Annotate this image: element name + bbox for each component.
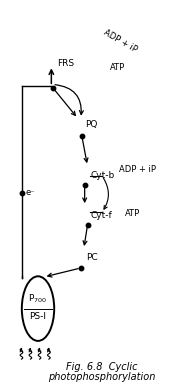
- Text: FRS: FRS: [57, 59, 74, 68]
- FancyArrowPatch shape: [55, 85, 83, 115]
- Text: Cyt-f: Cyt-f: [90, 211, 112, 220]
- FancyArrowPatch shape: [103, 178, 108, 209]
- Text: P$_{700}$: P$_{700}$: [28, 293, 48, 305]
- Text: e⁻: e⁻: [25, 188, 35, 197]
- Text: ADP + iP: ADP + iP: [102, 28, 138, 54]
- Text: ATP: ATP: [110, 63, 126, 72]
- Text: PS-I: PS-I: [30, 312, 46, 322]
- Text: ADP + iP: ADP + iP: [119, 166, 156, 174]
- Text: PC: PC: [87, 253, 98, 262]
- Text: Fig. 6.8  Cyclic: Fig. 6.8 Cyclic: [66, 362, 138, 372]
- Text: ATP: ATP: [125, 209, 140, 218]
- Text: photophosphorylation: photophosphorylation: [48, 372, 155, 382]
- Text: Cyt-b: Cyt-b: [90, 171, 115, 180]
- Text: PQ: PQ: [85, 120, 97, 129]
